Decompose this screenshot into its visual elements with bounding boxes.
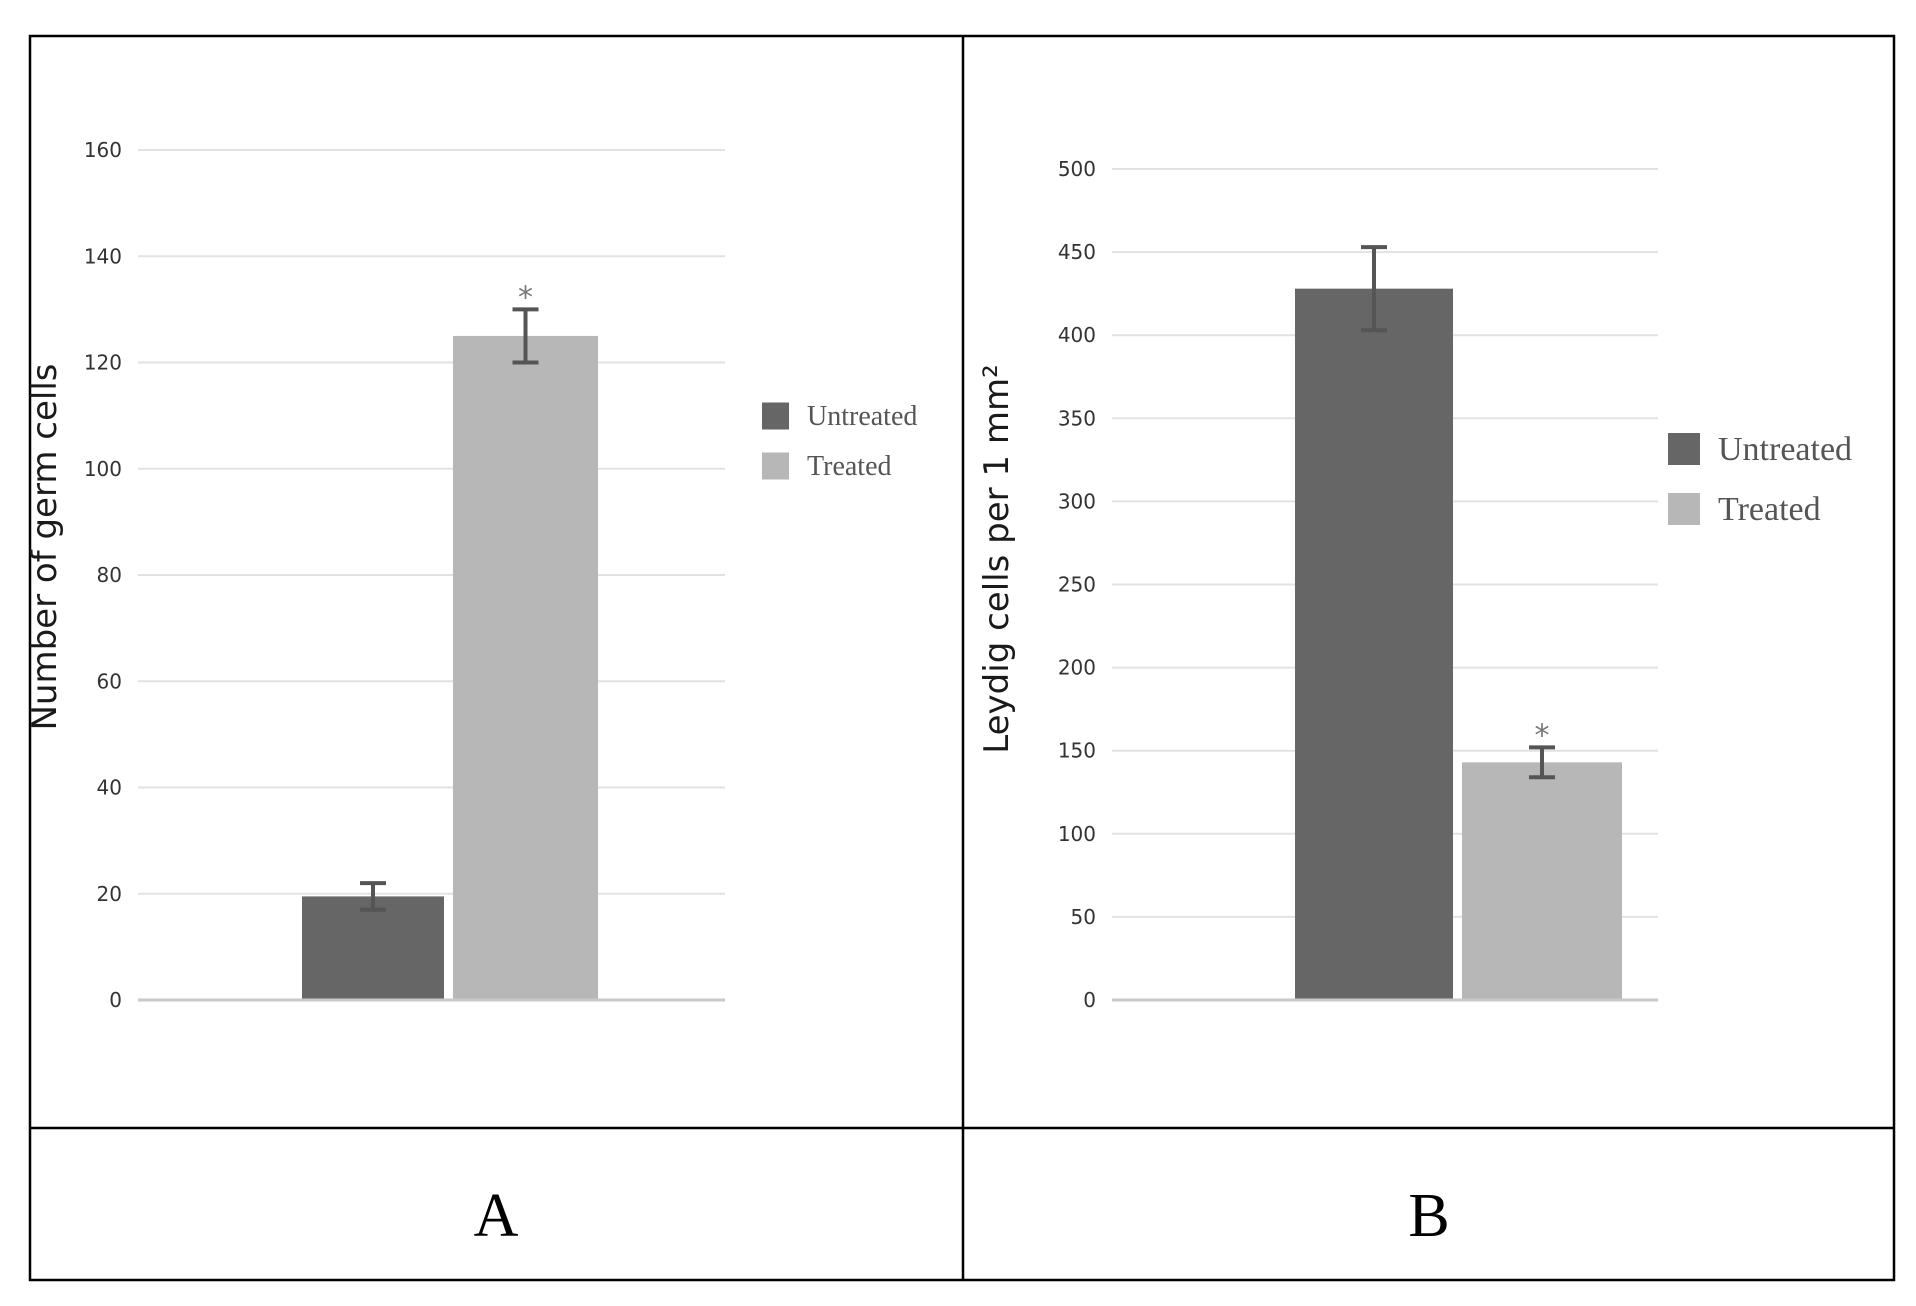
chart-a-error-bar-untreated xyxy=(360,881,386,912)
chart-b-bar-untreated xyxy=(1295,288,1453,1000)
chart-b-y-ticks: 0 50 100 150 200 250 300 350 400 450 500 xyxy=(1058,157,1096,1012)
chart-b-error-bar-untreated xyxy=(1361,245,1387,333)
chart-b-y-tick-0: 0 xyxy=(1083,988,1096,1012)
chart-a-y-tick-80: 80 xyxy=(97,563,122,587)
chart-b: 0 50 100 150 200 250 300 350 400 450 500 * Leydig … xyxy=(977,157,1852,1012)
chart-b-y-tick-250: 250 xyxy=(1058,573,1096,597)
chart-a-y-axis-label: Number of germ cells xyxy=(25,364,65,731)
chart-b-y-axis-label: Leydig cells per 1 mm² xyxy=(977,364,1017,753)
chart-a-y-tick-0: 0 xyxy=(109,988,122,1012)
chart-b-error-bar-treated xyxy=(1529,745,1555,780)
chart-b-y-tick-150: 150 xyxy=(1058,739,1096,763)
chart-a-bar-treated xyxy=(453,335,598,1000)
chart-a-y-tick-160: 160 xyxy=(84,138,122,162)
chart-b-bars: * xyxy=(1295,245,1622,1000)
chart-b-significance-marker-treated: * xyxy=(1535,718,1550,753)
chart-a-bar-untreated xyxy=(302,896,444,1000)
chart-b-y-tick-450: 450 xyxy=(1058,240,1096,264)
chart-a-y-tick-100: 100 xyxy=(84,457,122,481)
chart-a-legend-label-treated: Treated xyxy=(807,451,892,482)
panel-letter-a: A xyxy=(474,1182,519,1250)
chart-a-y-ticks: 0 20 40 60 80 100 120 140 160 xyxy=(84,138,122,1012)
chart-a: 0 20 40 60 80 100 120 140 160 * Number of germ c… xyxy=(25,138,917,1012)
chart-b-y-tick-300: 300 xyxy=(1058,489,1096,513)
chart-a-y-tick-140: 140 xyxy=(84,244,122,268)
chart-a-legend-swatch-untreated xyxy=(762,402,789,430)
chart-b-bar-treated xyxy=(1462,762,1622,1000)
chart-a-legend-label-untreated: Untreated xyxy=(807,401,917,432)
figure-frame xyxy=(28,34,1896,1282)
chart-a-legend-swatch-treated xyxy=(762,452,789,480)
chart-b-y-tick-400: 400 xyxy=(1058,323,1096,347)
chart-b-y-tick-100: 100 xyxy=(1058,822,1096,846)
chart-a-legend: Untreated Treated xyxy=(762,401,917,482)
chart-b-y-tick-350: 350 xyxy=(1058,406,1096,430)
chart-b-legend: Untreated Treated xyxy=(1668,431,1852,528)
chart-a-gridlines xyxy=(138,149,725,895)
chart-a-bars: * xyxy=(302,280,598,1000)
chart-a-y-tick-20: 20 xyxy=(97,882,122,906)
panel-letter-b: B xyxy=(1408,1182,1449,1250)
chart-a-significance-marker-treated: * xyxy=(518,280,533,315)
chart-b-legend-label-treated: Treated xyxy=(1718,491,1821,528)
chart-b-y-tick-200: 200 xyxy=(1058,656,1096,680)
chart-a-y-tick-120: 120 xyxy=(84,351,122,375)
chart-a-y-tick-60: 60 xyxy=(97,669,122,693)
chart-b-legend-label-untreated: Untreated xyxy=(1718,431,1852,468)
chart-a-y-tick-40: 40 xyxy=(97,776,122,800)
chart-b-y-tick-50: 50 xyxy=(1071,905,1096,929)
chart-b-legend-swatch-treated xyxy=(1668,493,1700,525)
chart-b-legend-swatch-untreated xyxy=(1668,433,1700,465)
chart-a-error-bar-treated xyxy=(512,307,539,365)
chart-b-y-tick-500: 500 xyxy=(1058,157,1096,181)
